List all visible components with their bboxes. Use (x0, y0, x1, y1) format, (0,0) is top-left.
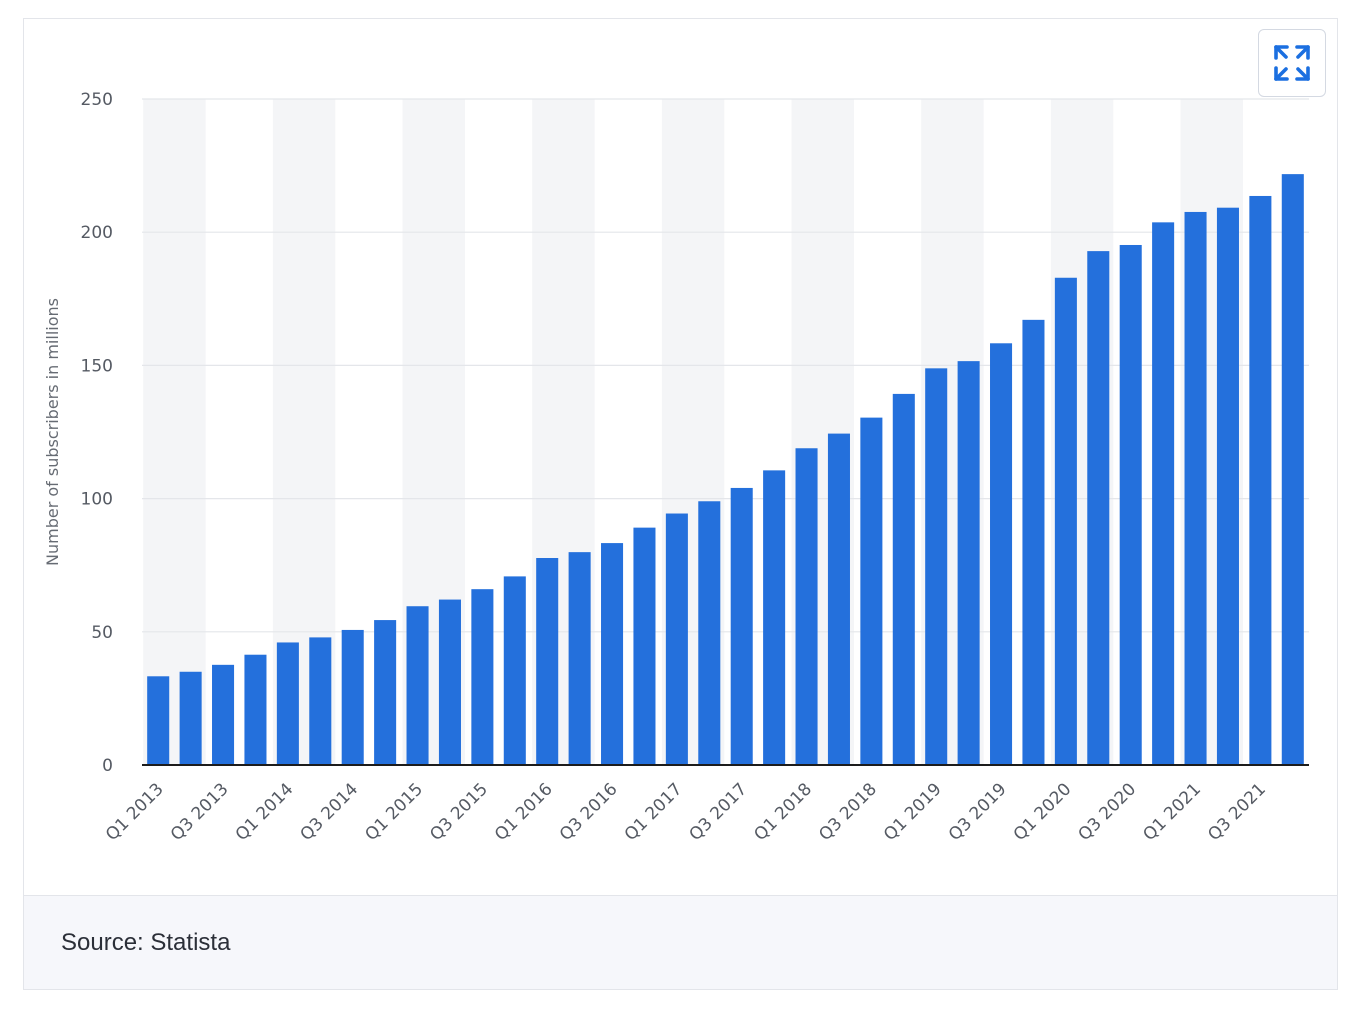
source-label: Source: Statista (61, 929, 231, 956)
x-tick-label: Q3 2020 (1075, 779, 1141, 845)
y-axis-ticks: 0 50 100 150 200 250 (81, 90, 113, 776)
fullscreen-button[interactable] (1258, 29, 1326, 97)
x-tick-label: Q1 2013 (102, 779, 168, 845)
bar[interactable] (1184, 211, 1207, 765)
y-tick-label: 150 (81, 356, 113, 376)
bar[interactable] (1281, 174, 1304, 765)
gridlines (142, 98, 1309, 633)
bar[interactable] (827, 433, 850, 765)
x-tick-label: Q1 2021 (1139, 779, 1205, 845)
x-tick-label: Q3 2019 (945, 779, 1011, 845)
x-tick-label: Q1 2014 (232, 779, 298, 845)
bar[interactable] (860, 417, 883, 765)
bar[interactable] (1216, 207, 1239, 766)
bar[interactable] (925, 368, 948, 765)
bar[interactable] (568, 552, 591, 765)
background-bands (143, 99, 1243, 765)
bar[interactable] (730, 487, 753, 765)
x-tick-label: Q1 2017 (621, 779, 687, 845)
bar[interactable] (892, 393, 915, 765)
bar[interactable] (212, 664, 235, 765)
bar[interactable] (1119, 244, 1142, 766)
bar[interactable] (601, 543, 624, 765)
bar[interactable] (795, 448, 818, 765)
bar[interactable] (536, 558, 559, 765)
bar[interactable] (244, 654, 267, 765)
bar[interactable] (1054, 277, 1077, 765)
bar[interactable] (147, 676, 170, 765)
bar[interactable] (179, 671, 202, 765)
x-tick-label: Q3 2015 (426, 779, 492, 845)
x-tick-label: Q3 2014 (297, 779, 363, 845)
bar[interactable] (763, 470, 786, 765)
x-tick-label: Q3 2018 (815, 779, 881, 845)
y-tick-label: 250 (81, 90, 113, 110)
y-tick-label: 0 (102, 756, 113, 776)
x-tick-label: Q3 2021 (1204, 779, 1270, 845)
bar[interactable] (698, 501, 721, 765)
bar[interactable] (1022, 319, 1045, 765)
x-tick-label: Q1 2015 (361, 779, 427, 845)
x-tick-label: Q3 2017 (686, 779, 752, 845)
expand-icon (1274, 45, 1310, 81)
x-tick-label: Q1 2019 (880, 779, 946, 845)
bar[interactable] (276, 642, 299, 765)
bar[interactable] (471, 589, 494, 765)
x-tick-label: Q3 2016 (556, 779, 622, 845)
bar[interactable] (1249, 195, 1272, 765)
y-tick-label: 100 (81, 490, 113, 510)
x-tick-label: Q1 2018 (750, 779, 816, 845)
bar[interactable] (374, 620, 397, 765)
bar[interactable] (503, 576, 526, 765)
bar[interactable] (438, 599, 461, 765)
bar[interactable] (341, 629, 364, 765)
bar[interactable] (1152, 222, 1175, 765)
chart-footer: Source: Statista (24, 895, 1337, 989)
bar[interactable] (406, 606, 429, 765)
bar[interactable] (957, 361, 980, 765)
background-band (143, 99, 206, 765)
bar[interactable] (665, 513, 688, 765)
x-axis-ticks: Q1 2013 Q3 2013 Q1 2014 Q3 2014 Q1 2015 Q3 20… (102, 779, 1270, 845)
y-tick-label: 200 (81, 223, 113, 243)
y-tick-label: 50 (91, 623, 113, 643)
bar[interactable] (1087, 251, 1110, 766)
x-tick-label: Q3 2013 (167, 779, 233, 845)
x-tick-label: Q1 2016 (491, 779, 557, 845)
x-tick-label: Q1 2020 (1010, 779, 1076, 845)
bar[interactable] (633, 527, 656, 765)
bars (147, 174, 1304, 766)
bar[interactable] (990, 343, 1013, 765)
y-axis-title: Number of subscribers in millions (43, 298, 62, 566)
bar[interactable] (309, 637, 332, 765)
